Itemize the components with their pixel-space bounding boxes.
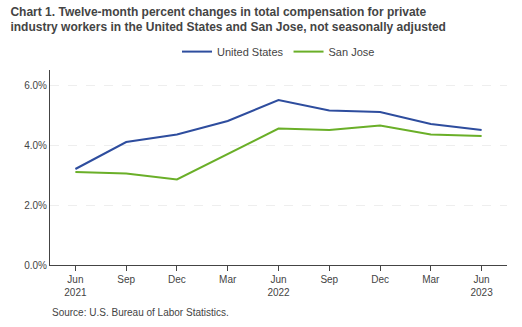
- svg-text:2.0%: 2.0%: [24, 200, 47, 211]
- svg-text:Mar: Mar: [219, 274, 237, 285]
- svg-text:Sep: Sep: [320, 274, 338, 285]
- svg-text:4.0%: 4.0%: [24, 140, 47, 151]
- svg-text:Mar: Mar: [422, 274, 440, 285]
- svg-text:Dec: Dec: [371, 274, 389, 285]
- svg-text:6.0%: 6.0%: [24, 80, 47, 91]
- svg-text:Jun2021: Jun2021: [64, 274, 87, 298]
- svg-text:Jun2022: Jun2022: [267, 274, 290, 298]
- svg-text:Jun2023: Jun2023: [470, 274, 493, 298]
- svg-text:Sep: Sep: [117, 274, 135, 285]
- svg-text:Source: U.S. Bureau of Labor S: Source: U.S. Bureau of Labor Statistics.: [52, 307, 229, 318]
- svg-text:United States: United States: [217, 46, 284, 58]
- svg-text:Dec: Dec: [168, 274, 186, 285]
- svg-text:Chart 1. Twelve-month percent: Chart 1. Twelve-month percent changes in…: [10, 5, 445, 35]
- svg-text:San Jose: San Jose: [329, 46, 375, 58]
- svg-text:0.0%: 0.0%: [24, 260, 47, 271]
